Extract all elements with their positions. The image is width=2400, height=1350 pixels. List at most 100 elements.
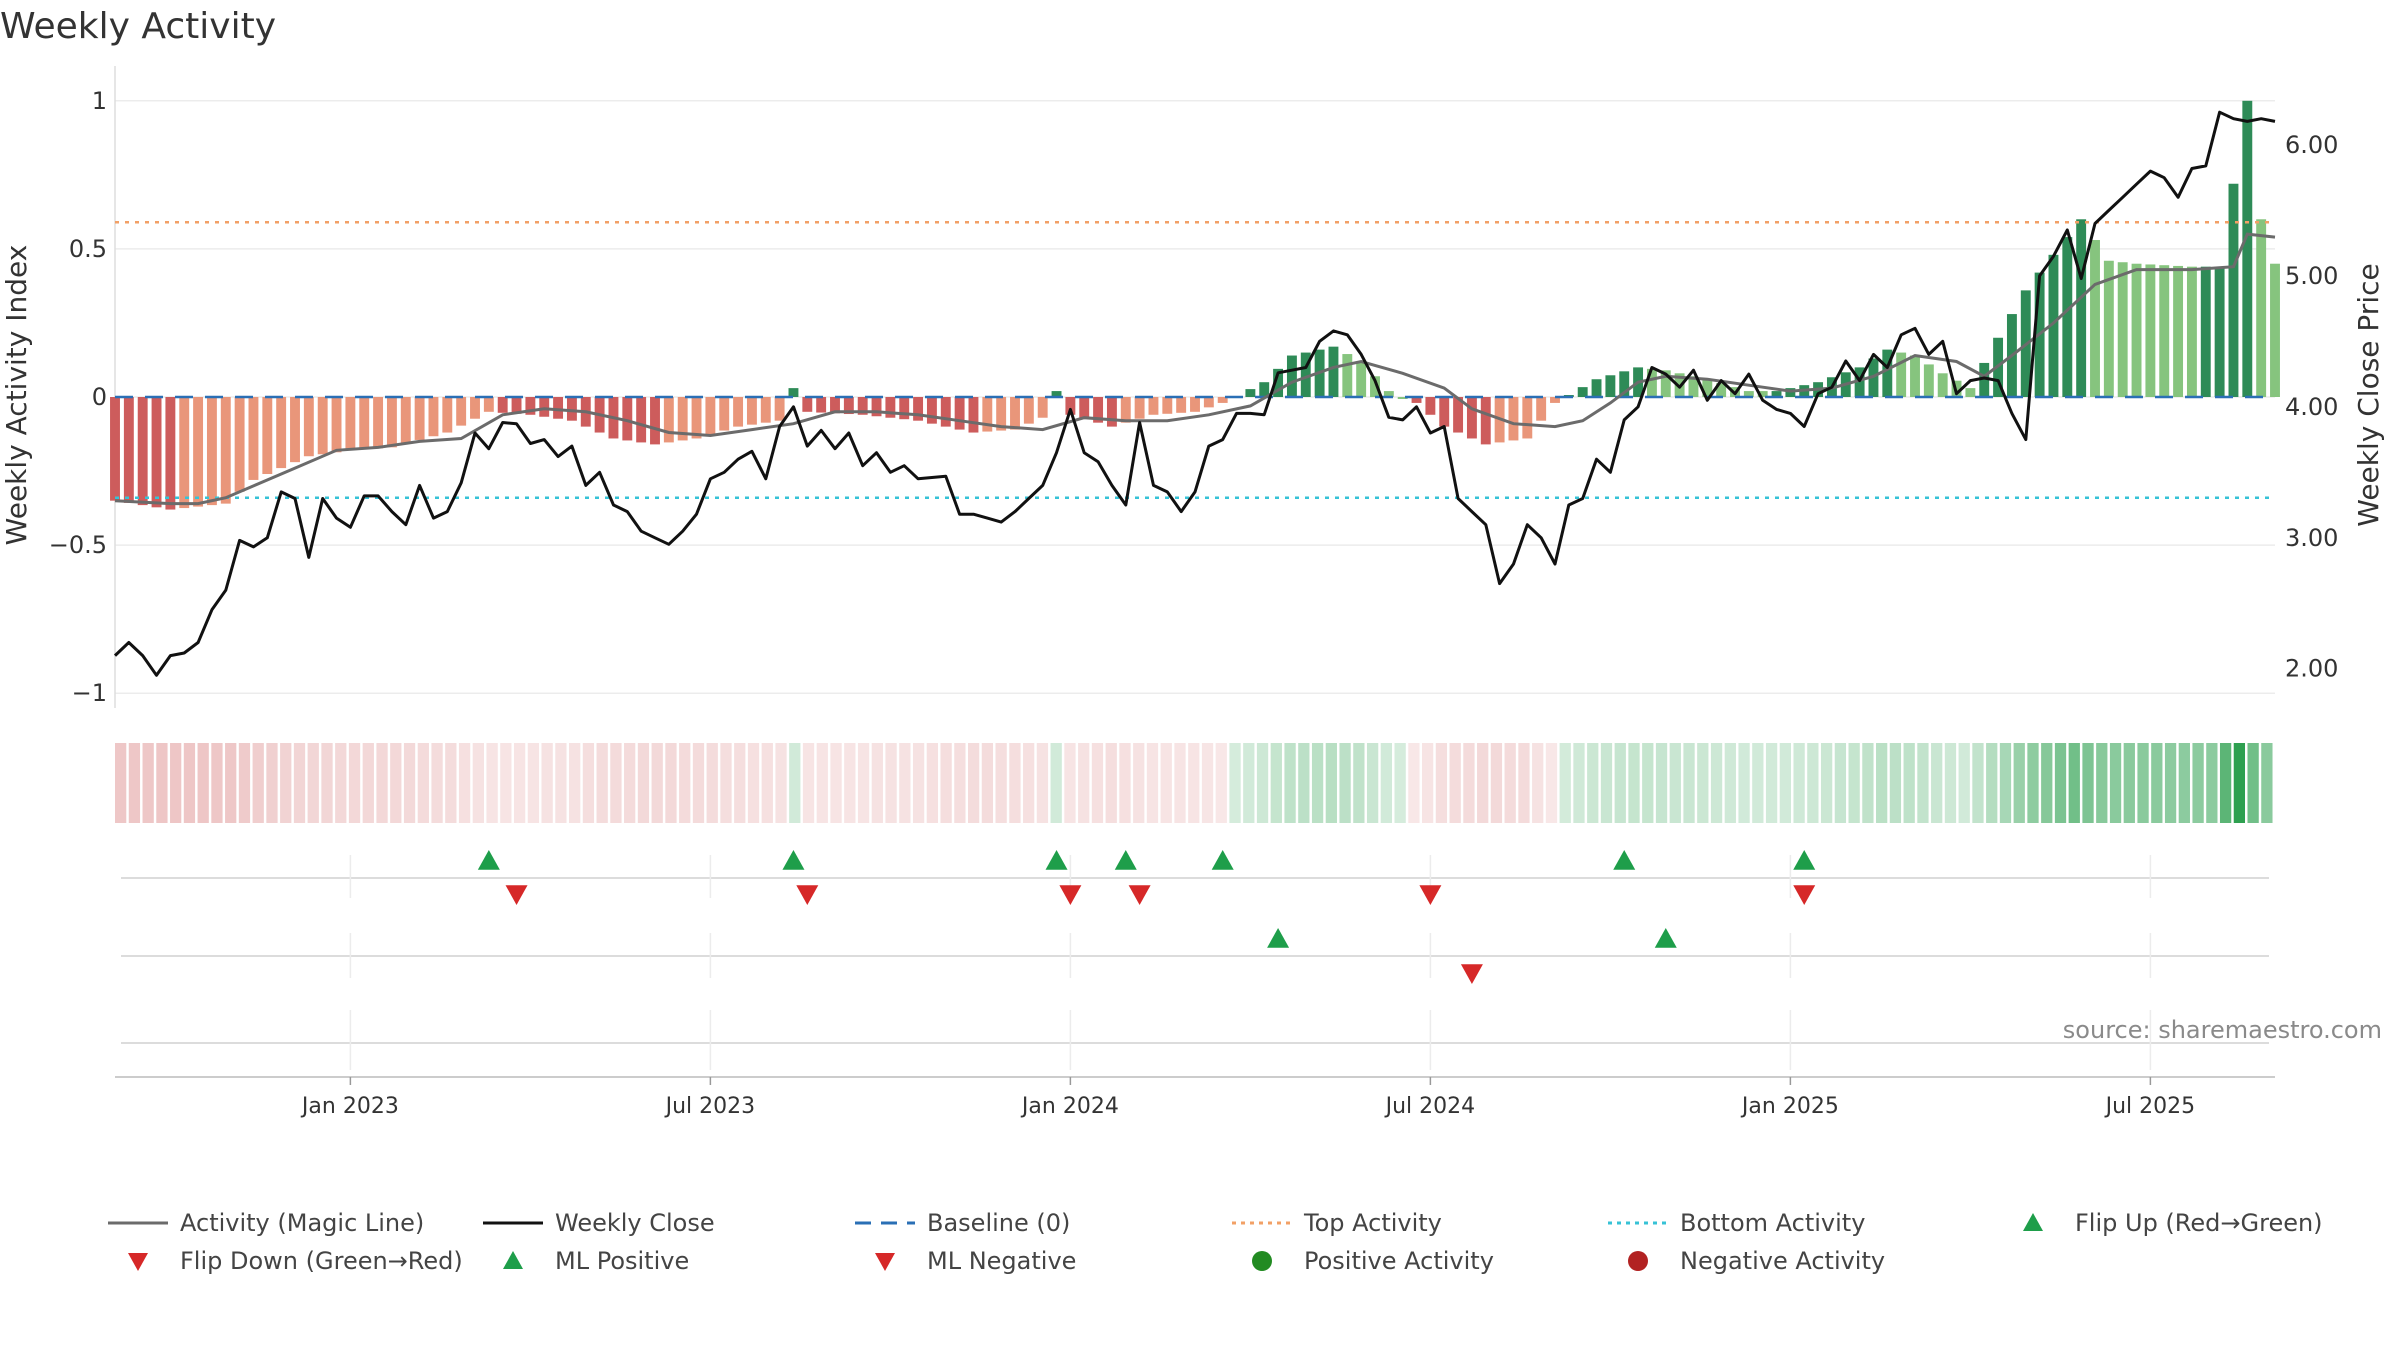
legend-label: Weekly Close — [555, 1209, 715, 1237]
chart-area: Weekly Activity 1 0.5 0 −0.5 −1 6.00 5.00 4.00… — [0, 6, 2385, 1119]
activity-bar — [1522, 397, 1533, 439]
activity-bar — [2159, 265, 2170, 397]
strip-cell — [2206, 743, 2218, 823]
activity-bar — [968, 397, 979, 433]
legend-label: Bottom Activity — [1680, 1209, 1866, 1237]
x-tick-label: Jan 2025 — [1740, 1094, 1839, 1119]
activity-bar — [2186, 266, 2197, 397]
strip-cell — [1229, 743, 1241, 823]
strip-cell — [513, 743, 526, 823]
strip-cell — [293, 743, 306, 823]
series-lines — [113, 110, 2276, 677]
strip-cell — [1050, 743, 1062, 823]
activity-bar — [1176, 397, 1187, 413]
strip-cell — [569, 743, 581, 823]
strip-cell — [610, 743, 622, 823]
activity-bar — [539, 397, 550, 417]
strip-cell — [720, 743, 732, 823]
left-axis-label: Weekly Activity Index — [0, 245, 33, 546]
activity-bar — [830, 397, 840, 414]
strip-cell — [445, 743, 457, 823]
activity-bar — [2117, 262, 2128, 397]
activity-bar — [1106, 397, 1117, 427]
strip-cell — [665, 743, 677, 823]
activity-bar — [1162, 397, 1173, 414]
legend-swatch — [483, 1221, 543, 1225]
legend-swatch — [1608, 1221, 1668, 1225]
activity-bar — [193, 397, 204, 507]
activity-bar — [331, 397, 342, 453]
strip-cell — [1876, 743, 1888, 823]
strip-cell — [1146, 743, 1159, 823]
flip-down-marker — [505, 885, 528, 905]
activity-bar — [1273, 368, 1284, 397]
strip-cell — [1793, 743, 1805, 823]
activity-bar — [982, 397, 993, 432]
strip-cell — [376, 743, 388, 823]
strip-cell — [1490, 743, 1503, 823]
activity-bar — [1023, 397, 1034, 424]
strip-cell — [734, 743, 746, 823]
activity-bar — [2256, 219, 2267, 397]
activity-bar — [553, 397, 564, 419]
reference-lines — [115, 220, 2275, 499]
activity-bar — [1148, 397, 1159, 415]
strip-cell — [321, 743, 333, 823]
strip-cell — [1270, 743, 1282, 823]
legend-item: Activity (Magic Line) — [108, 1208, 424, 1238]
strip-cell — [1380, 743, 1393, 823]
legend-swatch — [1252, 1251, 1272, 1271]
strip-cell — [885, 743, 897, 823]
strip-cell — [541, 743, 553, 823]
activity-bar — [1259, 382, 1270, 397]
strip-cell — [1587, 743, 1599, 823]
activity-bar — [719, 397, 730, 431]
activity-bar — [774, 397, 785, 421]
activity-bar — [2076, 219, 2087, 397]
strip-cell — [1353, 743, 1365, 823]
activity-bar — [1370, 376, 1380, 397]
strip-cell — [1697, 743, 1709, 823]
strip-cell — [225, 743, 237, 823]
strip-cell — [1972, 743, 1984, 823]
activity-bar — [456, 397, 467, 426]
activity-bar — [843, 397, 854, 415]
strip-cell — [871, 743, 883, 823]
strip-cell — [486, 743, 498, 823]
activity-bar — [705, 397, 716, 435]
activity-bar — [2103, 260, 2114, 397]
activity-bar — [206, 397, 217, 506]
activity-bar — [1079, 397, 1090, 419]
activity-bar — [1397, 397, 1408, 399]
strip-cell — [252, 743, 264, 823]
activity-bar — [1383, 391, 1394, 397]
strip-cell — [1422, 743, 1434, 823]
strip-cell — [1408, 743, 1420, 823]
strip-cell — [307, 743, 319, 823]
activity-bar — [1743, 391, 1754, 397]
left-tick-label: 0 — [92, 383, 107, 411]
strip-cell — [1848, 743, 1860, 823]
legend-item: ML Negative — [855, 1246, 1076, 1276]
activity-bar — [1923, 364, 1934, 397]
activity-bar — [1619, 371, 1630, 397]
strip-cell — [637, 743, 650, 823]
strip-cell — [1504, 743, 1516, 823]
activity-bar — [1896, 352, 1907, 397]
strip-cell — [2233, 743, 2246, 823]
activity-bars — [110, 100, 2280, 510]
activity-bar — [2270, 263, 2280, 397]
legend-label: Top Activity — [1304, 1209, 1442, 1237]
activity-bar — [359, 397, 370, 450]
strip-cell — [899, 743, 911, 823]
activity-bar — [1203, 397, 1214, 408]
right-tick-label: 6.00 — [2285, 131, 2338, 159]
strip-cell — [940, 743, 952, 823]
activity-bar — [1439, 397, 1450, 427]
legend-swatch — [1232, 1221, 1292, 1225]
strip-cell — [1435, 743, 1448, 823]
activity-bar — [788, 388, 799, 397]
strip-cell — [1683, 743, 1695, 823]
strip-cell — [1752, 743, 1764, 823]
ml-positive-marker — [1654, 928, 1677, 948]
